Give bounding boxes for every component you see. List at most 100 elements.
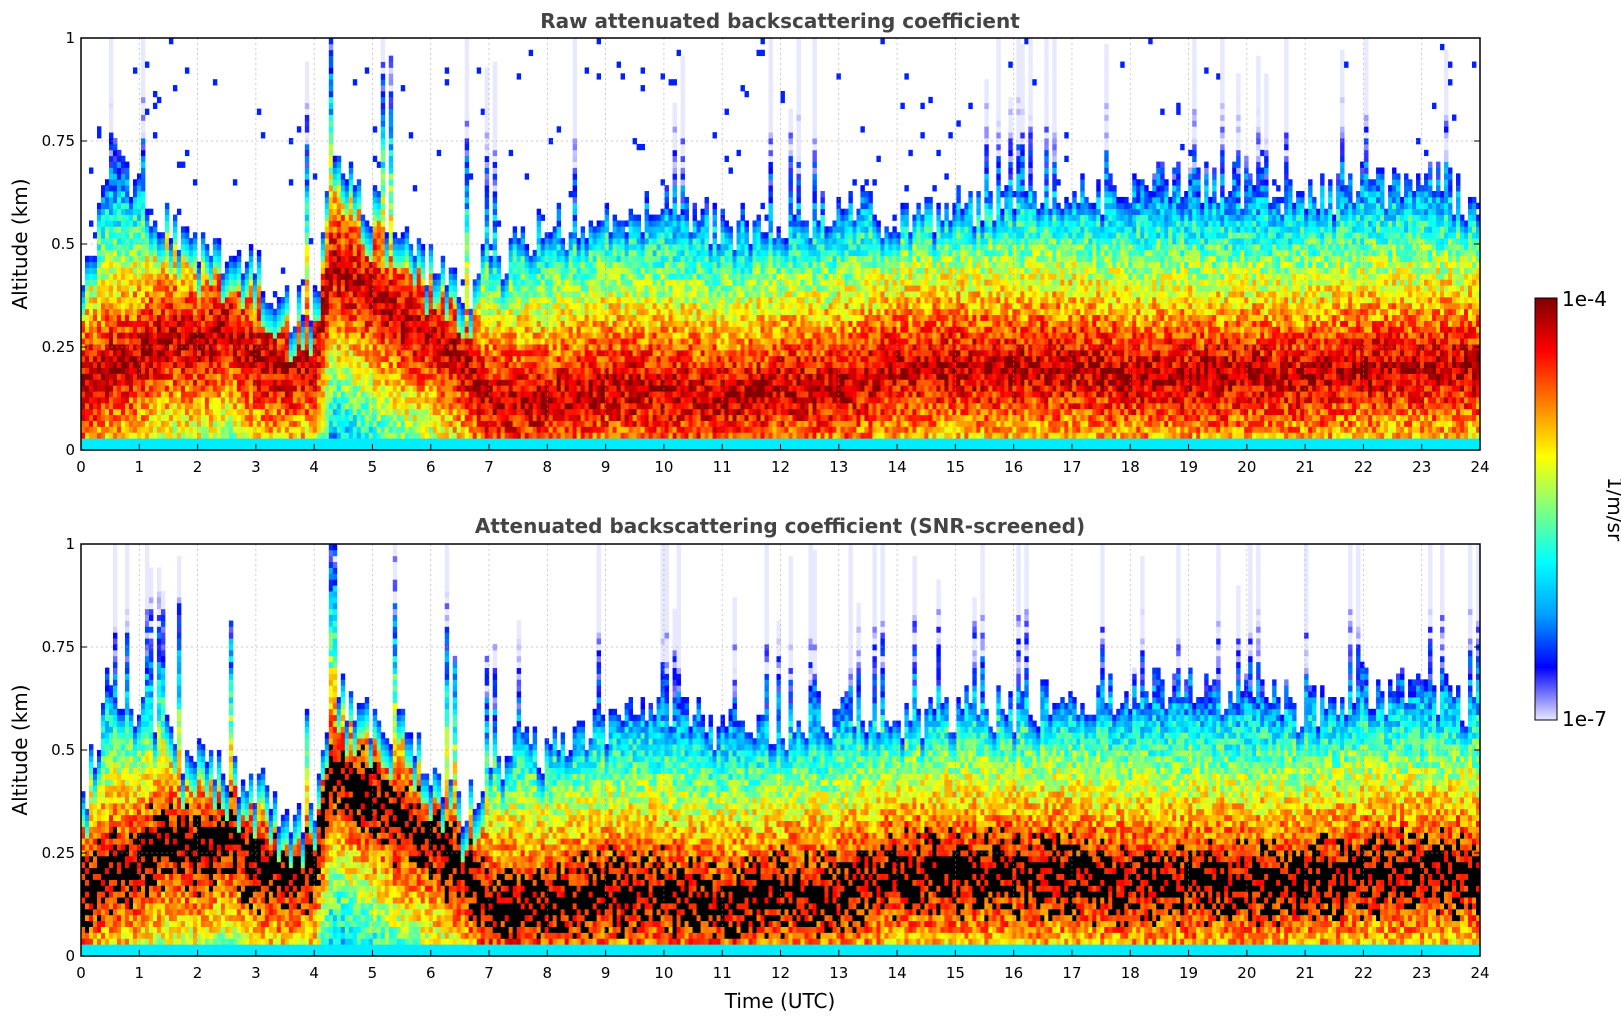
heatmap-cell (368, 273, 374, 280)
heatmap-cell (304, 191, 310, 198)
heatmap-cell (200, 238, 206, 245)
heatmap-cell (364, 414, 370, 421)
heatmap-cell (192, 308, 198, 316)
heatmap-cell (224, 279, 230, 286)
heatmap-cell (568, 314, 574, 321)
heatmap-cell (444, 391, 450, 398)
heatmap-cell (380, 90, 386, 98)
heatmap-cell (424, 332, 430, 339)
heatmap-cell (148, 326, 154, 333)
heatmap-cell (200, 349, 206, 357)
heatmap-cell (352, 191, 358, 198)
heatmap-cell (416, 244, 422, 251)
heatmap-cell (208, 279, 214, 286)
heatmap-cell (476, 296, 482, 304)
heatmap-cell (500, 279, 506, 286)
heatmap-cell (488, 408, 494, 416)
heatmap-cell (228, 373, 234, 380)
heatmap-cell (360, 214, 366, 221)
heatmap-cell (92, 391, 98, 398)
heatmap-cell (568, 361, 574, 368)
heatmap-cell (424, 420, 430, 427)
heatmap-cell (492, 67, 498, 74)
heatmap-cell (188, 414, 194, 421)
heatmap-cell (132, 391, 138, 398)
heatmap-cell (172, 391, 178, 398)
heatmap-cell (152, 90, 158, 98)
heatmap-cell (112, 138, 118, 145)
heatmap-cell (400, 326, 406, 333)
heatmap-cell (228, 291, 234, 298)
heatmap-cell (572, 320, 578, 327)
heatmap-cell (396, 344, 402, 351)
heatmap-cell (368, 291, 374, 298)
heatmap-cell (376, 432, 382, 439)
heatmap-cell (120, 202, 126, 210)
heatmap-cell (556, 391, 562, 398)
heatmap-cell (504, 314, 510, 321)
heatmap-cell (292, 332, 298, 339)
heatmap-cell (108, 261, 114, 268)
heatmap-cell (368, 249, 374, 257)
heatmap-cell (276, 391, 282, 398)
heatmap-cell (332, 438, 338, 445)
heatmap-cell (516, 308, 522, 316)
heatmap-cell (500, 438, 506, 445)
heatmap-cell (400, 361, 406, 368)
heatmap-cell (436, 279, 442, 286)
heatmap-cell (348, 296, 354, 304)
heatmap-cell (192, 402, 198, 410)
heatmap-cell (568, 191, 574, 198)
heatmap-cell (372, 238, 378, 245)
heatmap-cell (216, 320, 222, 327)
heatmap-cell (316, 355, 322, 363)
heatmap-cell (328, 308, 334, 316)
heatmap-cell (432, 326, 438, 333)
heatmap-cell (116, 444, 122, 450)
heatmap-cell (396, 296, 402, 304)
heatmap-cell (548, 308, 554, 316)
heatmap-cell (116, 302, 122, 310)
heatmap-cell (420, 302, 426, 310)
heatmap-cell (176, 402, 182, 410)
heatmap-cell (192, 255, 198, 263)
heatmap-cell (496, 444, 502, 450)
heatmap-cell (352, 344, 358, 351)
heatmap-cell (368, 402, 374, 410)
heatmap-cell (116, 173, 122, 180)
heatmap-cell (520, 438, 526, 445)
heatmap-cell (464, 279, 470, 286)
heatmap-cell (108, 426, 114, 433)
heatmap-cell (428, 379, 434, 386)
heatmap-cell (364, 320, 370, 327)
heatmap-cell (124, 338, 130, 345)
heatmap-cell (296, 314, 302, 321)
heatmap-cell (428, 373, 434, 380)
heatmap-cell (180, 367, 186, 374)
heatmap-cell (192, 267, 198, 274)
heatmap-cell (232, 367, 238, 374)
heatmap-cell (328, 232, 334, 239)
heatmap-cell (420, 296, 426, 304)
heatmap-cell (492, 79, 498, 86)
heatmap-cell (204, 367, 210, 374)
heatmap-cell (240, 279, 246, 286)
heatmap-cell (236, 302, 242, 310)
heatmap-cell (264, 408, 270, 416)
heatmap-cell (412, 296, 418, 304)
heatmap-cell (196, 267, 202, 274)
heatmap-cell (116, 191, 122, 198)
heatmap-cell (500, 420, 506, 427)
heatmap-cell (396, 379, 402, 386)
heatmap-cell (356, 349, 362, 357)
heatmap-cell (116, 220, 122, 227)
heatmap-cell (404, 255, 410, 263)
heatmap-cell (132, 185, 138, 192)
heatmap-cell (500, 332, 506, 339)
heatmap-cell (160, 232, 166, 239)
heatmap-cell (488, 285, 494, 292)
heatmap-cell (528, 408, 534, 416)
heatmap-cell (388, 114, 394, 121)
heatmap-cell (408, 291, 414, 298)
heatmap-cell (160, 408, 166, 416)
